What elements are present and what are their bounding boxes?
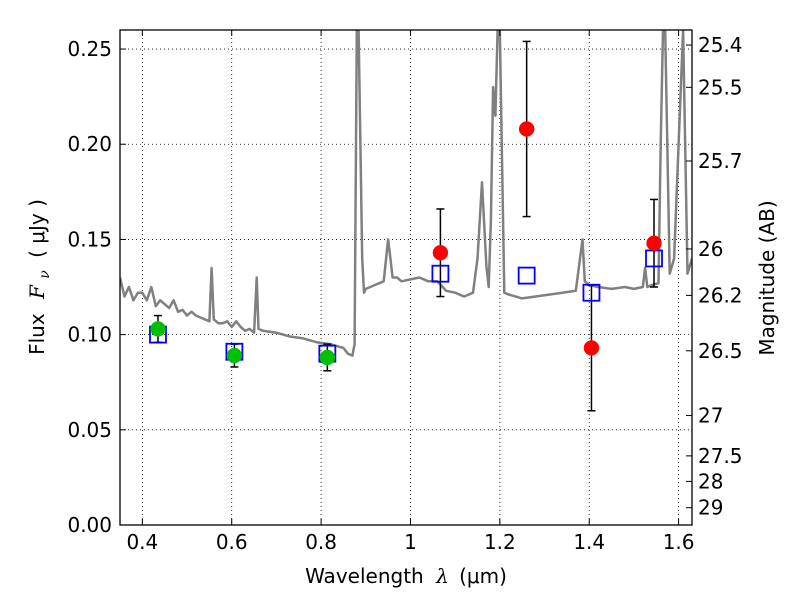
x-tick-label: 1 xyxy=(404,530,417,554)
y2-tick-label: 25.5 xyxy=(698,75,743,99)
y-tick-label: 0.25 xyxy=(67,37,112,61)
y-axis-label-subscript: ν xyxy=(37,270,53,279)
y-tick-label: 0.20 xyxy=(67,132,112,156)
y2-tick-label: 25.4 xyxy=(698,33,743,57)
x-axis-label-symbol: λ xyxy=(435,564,449,588)
model-flux-square xyxy=(582,283,601,302)
plot-area xyxy=(120,30,692,412)
y-axis-label: Flux F ν ( μJy ) xyxy=(25,199,54,355)
x-tick-label: 0.8 xyxy=(305,530,337,554)
y-axis-label-symbol: F xyxy=(25,284,49,300)
observed-flux-point xyxy=(646,235,662,251)
observed-flux-point xyxy=(432,245,449,261)
y2-tick-label: 26.2 xyxy=(698,283,743,307)
y2-tick-label: 28 xyxy=(698,469,723,493)
observed-flux-point xyxy=(583,340,600,356)
y-tick-label: 0.15 xyxy=(67,227,112,251)
y-tick-label: 0.10 xyxy=(67,323,112,347)
x-tick-label: 1.2 xyxy=(484,530,516,554)
model-flux-square xyxy=(431,264,450,283)
x-tick-label: 0.6 xyxy=(216,530,248,554)
x-axis-label-unit: (μm) xyxy=(459,564,507,588)
y-tick-label: 0.00 xyxy=(67,513,112,537)
plot-clipped-group xyxy=(120,30,692,412)
y2-tick-label: 29 xyxy=(698,496,723,520)
y2-tick-label: 27.5 xyxy=(698,444,743,468)
y-axis-label-unit: ( μJy ) xyxy=(25,199,49,258)
y2-tick-label: 26 xyxy=(698,237,723,261)
grid xyxy=(120,30,692,526)
x-axis-label: Wavelength λ (μm) xyxy=(305,564,507,588)
plot-frame xyxy=(119,29,693,526)
y2-axis-label: Magnitude (AB) xyxy=(755,200,779,355)
x-tick-label: 1.6 xyxy=(663,530,695,554)
model-flux-square xyxy=(517,266,536,285)
y-tick-label: 0.05 xyxy=(67,418,112,442)
y2-tick-label: 27 xyxy=(698,404,723,428)
x-axis-label-text: Wavelength xyxy=(305,564,424,588)
y-axis: 0.00 0.05 0.10 0.15 0.20 0.25 xyxy=(67,37,126,537)
x-axis: 0.4 0.6 0.8 1 1.2 1.4 1.6 xyxy=(126,30,695,554)
y2-tick-label: 26.5 xyxy=(698,339,743,363)
y2-tick-label: 25.7 xyxy=(698,149,743,173)
y2-axis: 25.4 25.5 25.7 26 26.2 26.5 27 27.528 29 xyxy=(686,33,743,520)
observed-flux-point xyxy=(518,121,535,137)
observed-flux-point xyxy=(319,349,336,366)
x-tick-label: 1.4 xyxy=(573,530,605,554)
observed-flux-point xyxy=(150,321,166,337)
observed-flux-point xyxy=(226,347,243,364)
x-tick-label: 0.4 xyxy=(126,530,158,554)
y-axis-label-text: Flux xyxy=(25,313,49,355)
model-spectrum-line xyxy=(120,30,692,357)
